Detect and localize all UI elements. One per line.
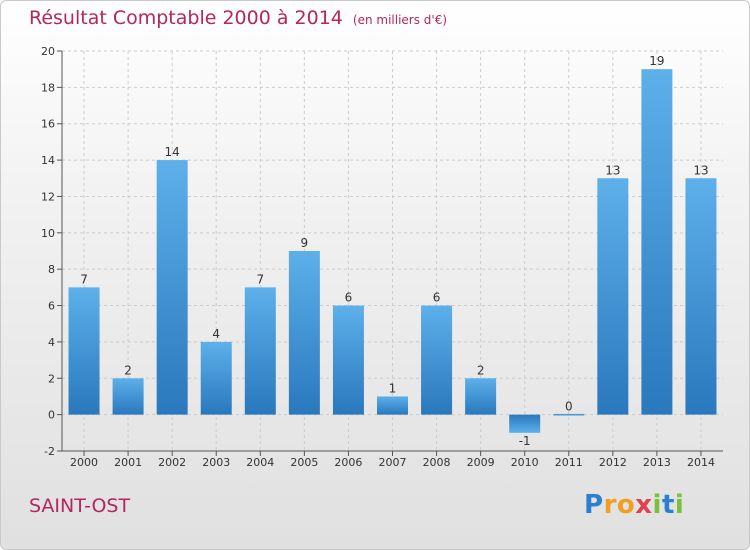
logo-letter: i (674, 490, 685, 520)
x-tick-label: 2002 (158, 456, 186, 469)
x-tick-label: 2007 (379, 456, 407, 469)
commune-name: SAINT-OST (29, 495, 131, 517)
y-tick-label: 8 (48, 263, 55, 276)
logo-letter: r (603, 490, 617, 520)
y-tick-label: 18 (41, 81, 55, 94)
bar (112, 378, 144, 415)
bar (200, 341, 232, 415)
data-label: 2 (477, 363, 485, 377)
x-tick-label: 2008 (423, 456, 451, 469)
bar (421, 305, 453, 415)
bar (156, 160, 188, 415)
y-tick-label: 6 (48, 300, 55, 313)
proxiti-logo: Proxiti (584, 490, 684, 520)
logo-letter: i (652, 490, 662, 520)
chart-subtitle: (en milliers d'€) (352, 13, 448, 27)
y-tick-label: 12 (41, 190, 55, 203)
data-label: 7 (256, 272, 264, 286)
logo-letter: t (661, 490, 675, 520)
data-label: 14 (165, 145, 180, 159)
bar (553, 413, 585, 416)
bar (332, 305, 364, 415)
y-tick-label: 14 (41, 154, 55, 167)
y-tick-label: 0 (48, 409, 55, 422)
bar (377, 396, 408, 415)
data-label: 6 (345, 291, 353, 305)
logo-letter: x (635, 490, 653, 520)
x-tick-label: 2010 (511, 456, 539, 469)
bar (465, 378, 497, 415)
y-tick-label: -2 (44, 445, 55, 458)
x-tick-label: 2005 (290, 456, 318, 469)
data-label: 0 (565, 400, 573, 414)
x-tick-label: 2001 (114, 456, 142, 469)
y-tick-label: 4 (48, 336, 55, 349)
data-label: 13 (605, 163, 620, 177)
x-tick-label: 2014 (687, 456, 715, 469)
x-tick-label: 2006 (334, 456, 362, 469)
data-label: 19 (649, 54, 664, 68)
data-label: 4 (212, 327, 220, 341)
data-label: 6 (433, 291, 441, 305)
bar (68, 287, 100, 415)
x-tick-label: 2013 (643, 456, 671, 469)
x-tick-label: 2011 (555, 456, 583, 469)
data-label: -1 (519, 434, 531, 448)
bar (244, 287, 276, 415)
x-tick-label: 2009 (467, 456, 495, 469)
chart-title-text: Résultat Comptable 2000 à 2014 (29, 7, 343, 29)
x-tick-label: 2004 (246, 456, 274, 469)
data-label: 1 (389, 381, 397, 395)
bar (288, 251, 320, 415)
bar (509, 414, 541, 433)
y-tick-label: 2 (48, 372, 55, 385)
x-tick-label: 2000 (70, 456, 98, 469)
x-tick-label: 2012 (599, 456, 627, 469)
data-label: 13 (693, 163, 708, 177)
bar (597, 178, 629, 415)
data-label: 2 (124, 363, 132, 377)
logo-letter: P (584, 490, 604, 520)
y-tick-label: 16 (41, 118, 55, 131)
y-tick-label: 10 (41, 227, 55, 240)
bar (685, 178, 717, 415)
chart-title: Résultat Comptable 2000 à 2014 (en millie… (29, 7, 447, 29)
data-label: 7 (80, 272, 88, 286)
logo-letter: o (616, 490, 636, 520)
y-tick-label: 20 (41, 45, 55, 58)
data-label: 9 (301, 236, 309, 250)
bar (641, 69, 673, 415)
x-tick-label: 2003 (202, 456, 230, 469)
